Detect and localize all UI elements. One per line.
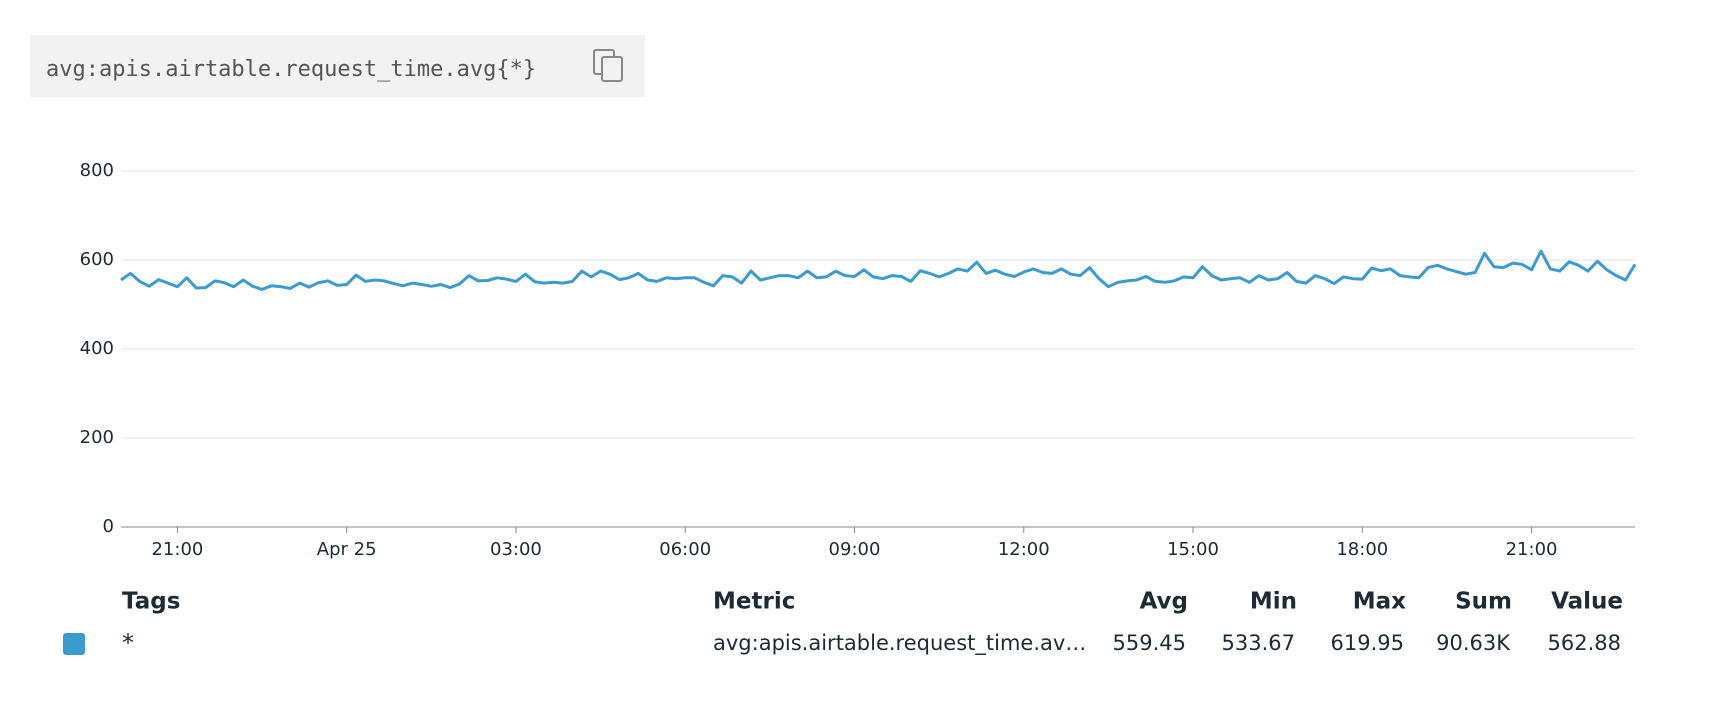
x-tick-label: 21:00 (1506, 539, 1558, 560)
legend-header: Avg (1140, 589, 1188, 615)
legend-header: Value (1551, 589, 1623, 615)
y-tick-label: 400 (80, 338, 114, 359)
query-box (30, 35, 645, 97)
x-tick-label: 06:00 (659, 539, 711, 560)
query-text: avg:apis.airtable.request_time.avg{*} (46, 57, 536, 82)
legend-cell: 559.45 (1113, 631, 1186, 655)
legend-swatch[interactable] (63, 633, 85, 655)
x-tick-label: Apr 25 (317, 539, 377, 560)
legend-cell: 562.88 (1548, 631, 1621, 655)
legend-cell: 90.63K (1436, 631, 1511, 655)
x-tick-label: 09:00 (829, 539, 881, 560)
legend-cell: * (122, 629, 134, 657)
legend-cell: avg:apis.airtable.request_time.av… (713, 631, 1086, 656)
y-tick-label: 600 (80, 249, 114, 270)
legend-cell: 533.67 (1222, 631, 1295, 655)
legend-header: Sum (1455, 589, 1512, 615)
legend-header: Min (1250, 589, 1297, 615)
x-tick-label: 18:00 (1336, 539, 1388, 560)
legend-header: Metric (713, 589, 795, 615)
y-tick-label: 200 (80, 427, 114, 448)
x-tick-label: 12:00 (998, 539, 1050, 560)
legend-header: Tags (122, 589, 180, 615)
copy-icon[interactable] (593, 49, 623, 82)
x-tick-label: 15:00 (1167, 539, 1219, 560)
legend-header: Max (1353, 589, 1406, 615)
legend-cell: 619.95 (1331, 631, 1404, 655)
y-tick-label: 0 (103, 516, 114, 537)
x-tick-label: 21:00 (151, 539, 203, 560)
series-line (120, 249, 1637, 291)
y-tick-label: 800 (80, 160, 114, 181)
x-tick-label: 03:00 (490, 539, 542, 560)
